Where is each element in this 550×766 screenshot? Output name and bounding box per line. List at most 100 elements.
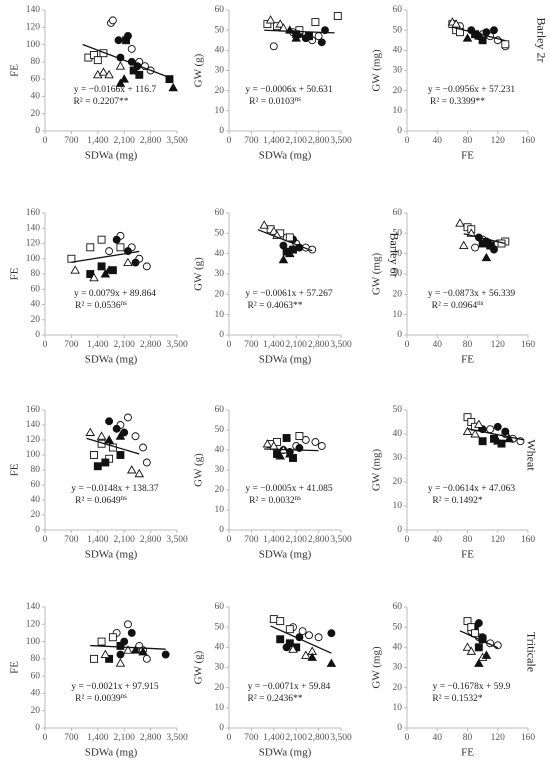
x-tick-label: 2,100 [286, 733, 308, 743]
y-tick-label: 20 [215, 485, 225, 495]
x-tick-label: 2,800 [140, 535, 162, 545]
y-tick-label: 10 [215, 106, 225, 116]
y-axis-label: GW (mg) [371, 646, 383, 689]
equation: y = −0.0021x + 97.915 [71, 682, 159, 692]
point [93, 462, 102, 471]
y-tick-label: 40 [31, 689, 41, 699]
point [455, 218, 465, 227]
point [89, 272, 99, 282]
point [123, 645, 133, 654]
x-tick-label: 40 [433, 535, 443, 545]
point [493, 641, 502, 650]
y-tick-label: 20 [31, 706, 41, 716]
x-tick-label: 120 [491, 340, 506, 350]
y-tick-label: 40 [393, 46, 403, 56]
x-tick-label: 1,400 [87, 136, 109, 146]
point [105, 247, 114, 256]
y-tick-label: 50 [215, 622, 225, 632]
equation: y = −0.0873x + 56.339 [428, 289, 516, 299]
r-squared: R² = 0.0039ns [75, 692, 127, 705]
r-squared: R² = 0.1492* [432, 496, 482, 506]
point [142, 262, 151, 271]
y-tick-label: 120 [26, 435, 41, 445]
point [486, 425, 495, 434]
point [262, 439, 273, 448]
y-tick-label: 10 [393, 703, 403, 713]
x-tick-label: 0 [405, 340, 410, 350]
x-tick-label: 2,100 [114, 535, 136, 545]
point [278, 254, 289, 264]
trend-line [264, 448, 319, 452]
x-tick-label: 40 [433, 733, 443, 743]
x-tick-label: 3,500 [330, 535, 352, 545]
point [492, 436, 503, 445]
point [269, 42, 278, 51]
x-tick-label: 0 [227, 733, 232, 743]
y-tick-label: 40 [393, 429, 403, 439]
point [115, 658, 126, 667]
y-axis-label: GW (g) [193, 257, 205, 291]
y-tick-label: 30 [215, 66, 225, 76]
point [104, 265, 114, 274]
y-tick-label: 80 [31, 465, 41, 475]
r-squared-value: R² = 0.2436** [248, 694, 303, 704]
y-tick-label: 30 [393, 663, 403, 673]
x-tick-label: 160 [521, 136, 536, 146]
point [478, 437, 487, 446]
y-tick-label: 60 [393, 602, 403, 612]
r-squared-value: R² = 0.0032 [249, 496, 295, 506]
r-squared-value: R² = 0.2207** [74, 97, 129, 107]
equation: y = −0.0148x + 138.37 [71, 484, 159, 494]
y-tick-label: 80 [31, 654, 41, 664]
r-squared: R² = 0.4063** [248, 301, 303, 311]
point [131, 258, 140, 267]
point [105, 654, 114, 663]
y-tick-label: 140 [26, 420, 41, 430]
point [96, 431, 107, 440]
y-tick-label: 10 [215, 310, 225, 320]
point [458, 240, 469, 249]
x-tick-label: 700 [244, 733, 259, 743]
y-tick-label: 40 [215, 249, 225, 259]
y-tick-label: 0 [35, 330, 40, 340]
point [161, 650, 170, 659]
point [131, 432, 140, 441]
point [493, 422, 502, 431]
point [259, 220, 269, 229]
y-tick-label: 40 [31, 495, 41, 505]
y-tick-label: 0 [397, 126, 402, 136]
y-tick-label: 20 [31, 510, 41, 520]
x-tick-label: 1,400 [87, 535, 109, 545]
x-tick-label: 0 [43, 535, 48, 545]
y-tick-label: 0 [35, 525, 40, 535]
x-tick-label: 1,400 [263, 136, 285, 146]
x-tick-label: 2,800 [308, 535, 330, 545]
point [307, 652, 317, 661]
r-squared-value: R² = 0.0649 [75, 496, 121, 506]
y-tick-label: 140 [26, 602, 41, 612]
y-axis-label: GW (mg) [371, 449, 383, 492]
y-tick-label: 120 [26, 22, 41, 32]
y-tick-label: 50 [393, 229, 403, 239]
equation: y = −0.0956x + 57.231 [428, 85, 516, 95]
point [485, 238, 495, 247]
point [86, 243, 95, 252]
point [311, 438, 320, 446]
point [134, 468, 145, 478]
point [97, 235, 106, 244]
x-tick-label: 80 [463, 535, 473, 545]
r-squared: R² = 0.0964ns [432, 299, 484, 312]
y-tick-label: 100 [26, 254, 41, 264]
x-tick-label: 0 [227, 535, 232, 545]
y-tick-label: 0 [397, 525, 402, 535]
y-tick-label: 20 [393, 290, 403, 300]
point [168, 82, 179, 92]
x-tick-label: 0 [405, 733, 410, 743]
x-axis-label: FE [461, 549, 474, 561]
point [105, 417, 114, 426]
point [501, 40, 510, 49]
y-tick-label: 0 [219, 723, 224, 733]
point [333, 12, 342, 21]
point [314, 633, 323, 642]
point [451, 19, 461, 28]
